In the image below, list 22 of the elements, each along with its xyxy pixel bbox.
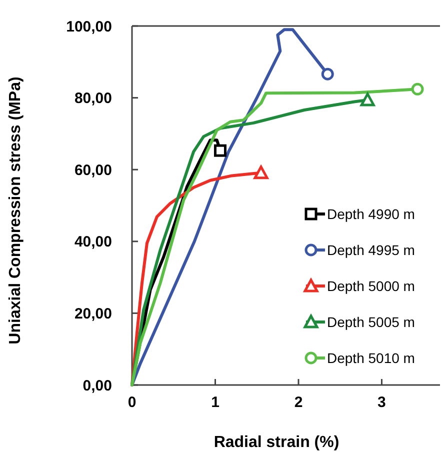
y-tick-label: 20,00 (74, 305, 112, 322)
legend-label: Depth 5000 m (327, 278, 415, 294)
x-tick-label: 2 (294, 394, 303, 411)
y-tick-label: 100,00 (66, 18, 112, 36)
point (360, 92, 375, 106)
legend-label: Depth 4995 m (327, 242, 415, 258)
y-axis-title: Uniaxial Compression stress (MPa) (7, 76, 24, 344)
x-tick-label: 1 (211, 394, 220, 411)
legend-label: Depth 4990 m (327, 206, 415, 222)
x-tick-label: 3 (378, 394, 386, 411)
y-tick-label: 80,00 (74, 90, 112, 108)
point (411, 82, 424, 96)
point (214, 144, 226, 157)
point (321, 68, 334, 80)
x-tick-label: 0 (128, 394, 136, 411)
y-tick-label: 0,00 (82, 377, 112, 394)
legend-label: Depth 5010 m (327, 350, 415, 366)
point (254, 166, 268, 180)
y-tick-label: 60,00 (74, 162, 112, 179)
legend-label: Depth 5005 m (327, 314, 415, 330)
x-axis-title: Radial strain (%) (214, 434, 340, 451)
y-tick-label: 40,00 (74, 234, 112, 251)
